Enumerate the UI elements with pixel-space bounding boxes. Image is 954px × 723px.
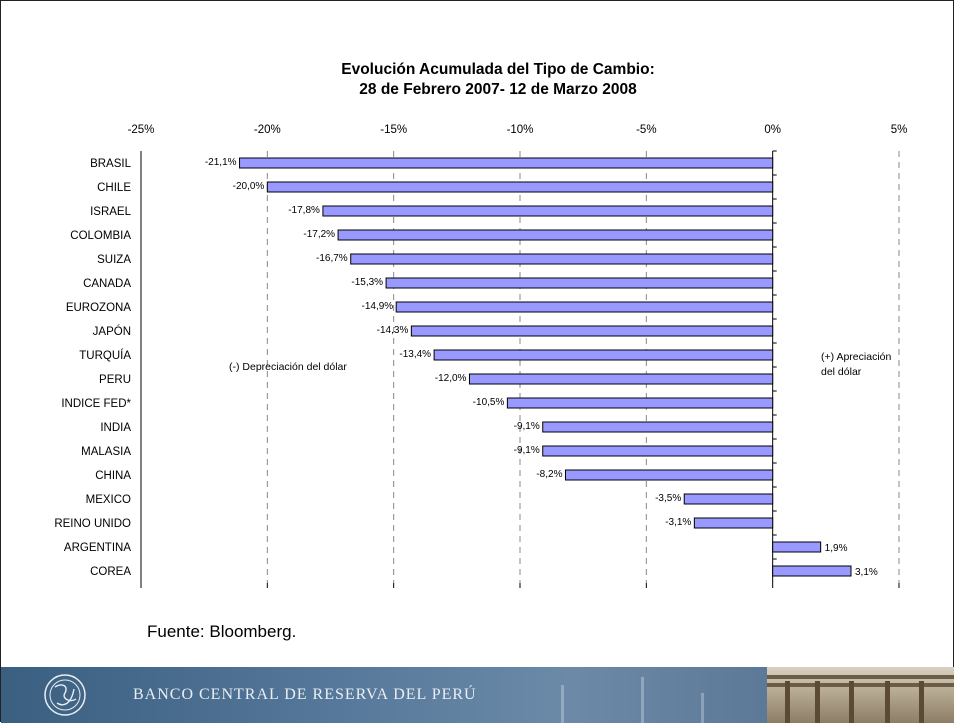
bar xyxy=(564,469,774,481)
bar xyxy=(542,445,774,457)
data-label: -14,3% xyxy=(377,325,409,336)
data-label: -3,5% xyxy=(655,493,681,504)
category-label: JAPÓN xyxy=(93,325,131,338)
x-tick-label: -5% xyxy=(636,124,656,136)
data-label: -10,5% xyxy=(473,397,505,408)
x-tick-label: 0% xyxy=(764,124,781,136)
data-label: -14,9% xyxy=(362,301,394,312)
category-label: COLOMBIA xyxy=(70,230,131,242)
data-label: -15,3% xyxy=(351,277,383,288)
data-label: -3,1% xyxy=(665,517,691,528)
category-label: EUROZONA xyxy=(66,302,132,314)
bcrp-monogram-icon xyxy=(44,674,86,716)
category-label: ARGENTINA xyxy=(64,542,131,554)
bar xyxy=(772,565,852,577)
data-label: -13,4% xyxy=(399,349,431,360)
bar xyxy=(468,373,774,385)
category-label: INDIA xyxy=(100,422,131,434)
category-label: MEXICO xyxy=(86,494,131,506)
category-label: CANADA xyxy=(83,278,131,290)
bar xyxy=(337,229,774,241)
bar xyxy=(350,253,774,265)
category-label: CHINA xyxy=(95,470,131,482)
data-label: -8,2% xyxy=(536,469,562,480)
bar xyxy=(385,277,774,289)
axes: -25% -20% -15% -10% -5% 0% 5% xyxy=(128,124,908,588)
bar xyxy=(683,493,774,505)
photo-pillar xyxy=(785,681,790,723)
data-label: 3,1% xyxy=(855,567,878,578)
photo-beam xyxy=(767,683,954,687)
bars xyxy=(239,157,852,577)
category-label: COREA xyxy=(90,566,131,578)
category-label: CHILE xyxy=(97,182,131,194)
x-tick-label: -15% xyxy=(380,124,407,136)
category-label: INDICE FED* xyxy=(61,398,131,410)
banner-decoration xyxy=(701,693,704,723)
category-label: TURQUÍA xyxy=(79,349,131,362)
footer-banner: BANCO CENTRAL DE RESERVA DEL PERÚ xyxy=(1,667,954,723)
bar xyxy=(772,541,822,553)
photo-pillar xyxy=(919,681,924,723)
data-label: 1,9% xyxy=(825,543,848,554)
appreciation-note-line-1: (+) Apreciación xyxy=(821,351,891,363)
category-label: SUIZA xyxy=(97,254,131,266)
x-tick-label: -20% xyxy=(254,124,281,136)
category-label: ISRAEL xyxy=(90,206,132,218)
data-label: -17,2% xyxy=(303,229,335,240)
bar xyxy=(239,157,774,169)
category-label: BRASIL xyxy=(90,158,132,170)
banner-decoration xyxy=(561,685,564,723)
chart: Evolución Acumulada del Tipo de Cambio: … xyxy=(54,61,908,588)
building-photo xyxy=(767,667,954,723)
bar xyxy=(433,349,774,361)
x-tick-label: 5% xyxy=(891,124,908,136)
depreciation-note: (-) Depreciación del dólar xyxy=(229,361,347,373)
x-tick-label: -10% xyxy=(507,124,534,136)
bar xyxy=(322,205,774,217)
bar xyxy=(395,301,774,313)
x-tick-label: -25% xyxy=(128,124,155,136)
data-label: -20,0% xyxy=(233,181,265,192)
photo-beam xyxy=(767,675,954,679)
chart-title-line-1: Evolución Acumulada del Tipo de Cambio: xyxy=(341,61,654,78)
bar xyxy=(542,421,774,433)
data-label: -9,1% xyxy=(514,421,540,432)
bar xyxy=(266,181,774,193)
data-label: -21,1% xyxy=(205,157,237,168)
photo-pillar xyxy=(885,681,890,723)
chart-title-line-2: 28 de Febrero 2007- 12 de Marzo 2008 xyxy=(359,81,637,98)
institution-name: BANCO CENTRAL DE RESERVA DEL PERÚ xyxy=(133,686,477,703)
data-label: -17,8% xyxy=(288,205,320,216)
photo-pillar xyxy=(815,681,820,723)
labels: BRASIL -21,1% CHILE -20,0% ISRAEL -17,8% COLOM… xyxy=(54,157,878,578)
data-label: -9,1% xyxy=(514,445,540,456)
bar xyxy=(506,397,774,409)
category-label: PERU xyxy=(99,374,131,386)
source-note: Fuente: Bloomberg. xyxy=(147,622,297,641)
appreciation-note-line-2: del dólar xyxy=(821,366,862,378)
bar xyxy=(693,517,774,529)
data-label: -12,0% xyxy=(435,373,467,384)
banner-decoration xyxy=(641,677,644,723)
photo-pillar xyxy=(849,681,854,723)
category-label: MALASIA xyxy=(81,446,131,458)
gridlines xyxy=(266,151,900,583)
bar xyxy=(410,325,774,337)
data-label: -16,7% xyxy=(316,253,348,264)
category-label: REINO UNIDO xyxy=(54,518,131,530)
